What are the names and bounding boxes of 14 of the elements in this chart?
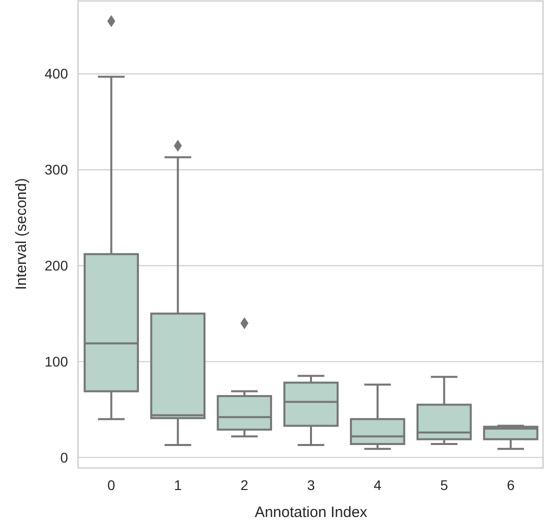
x-tick-label: 0: [107, 477, 116, 493]
y-tick-label: 200: [44, 258, 68, 274]
x-tick-label: 1: [174, 477, 182, 493]
x-tick-label: 3: [307, 477, 316, 493]
y-tick-label: 100: [44, 353, 68, 370]
y-tick-label: 300: [44, 162, 68, 178]
y-tick-label: 0: [60, 449, 68, 466]
x-tick-label: 4: [374, 477, 382, 493]
y-tick-label: 400: [44, 66, 68, 82]
x-tick-label: 6: [506, 477, 515, 493]
x-tick-label: 5: [440, 477, 448, 493]
x-tick-label: 2: [240, 477, 249, 493]
x-axis-title: Annotation Index: [254, 504, 368, 521]
y-axis-title: Interval (second): [13, 178, 30, 290]
